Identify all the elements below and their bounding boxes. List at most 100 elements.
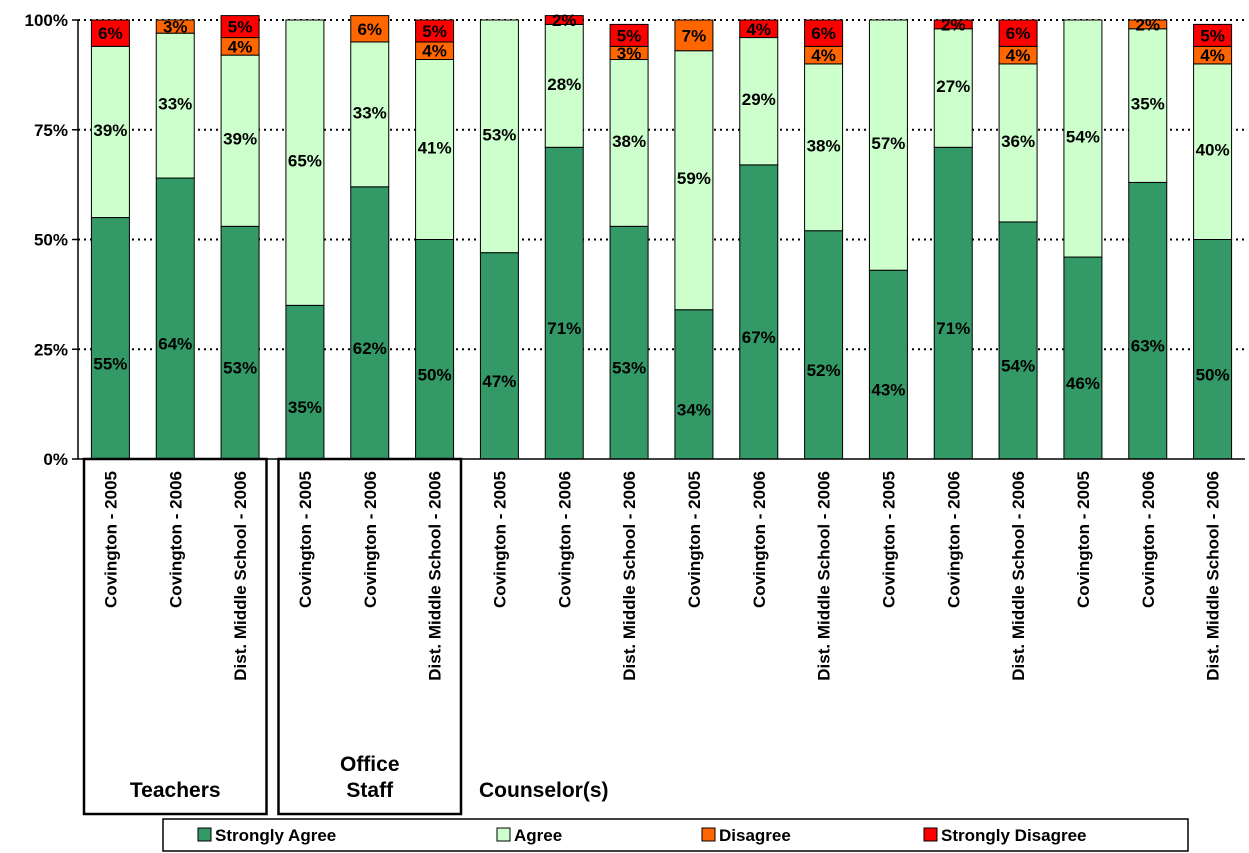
data-label: 28% xyxy=(547,75,581,94)
data-label: 52% xyxy=(807,361,841,380)
bar-strongly-disagree xyxy=(933,19,973,30)
data-label: 29% xyxy=(742,90,776,109)
bar-agree xyxy=(155,32,195,179)
data-label: 35% xyxy=(288,398,322,417)
bar-strongly-agree xyxy=(285,304,325,460)
bar-agree xyxy=(609,59,649,227)
gridlines xyxy=(78,19,1245,351)
bar-agree xyxy=(739,37,779,166)
data-label: 6% xyxy=(98,24,123,43)
bar-strongly-agree xyxy=(1063,256,1103,460)
bar-series xyxy=(90,15,1233,460)
data-label: 57% xyxy=(871,134,905,153)
bar-strongly-disagree xyxy=(90,19,130,47)
category-labels: Covington - 2005 Covington - 2006 Dist. Mi… xyxy=(101,471,1222,681)
category-label: Covington - 2006 xyxy=(555,471,574,608)
data-label: 50% xyxy=(1196,365,1230,384)
data-label: 5% xyxy=(617,26,642,45)
group-label: Teachers xyxy=(130,779,221,802)
bar-strongly-agree xyxy=(1193,239,1233,460)
legend-label: Disagree xyxy=(719,826,791,845)
data-label: 2% xyxy=(1135,15,1160,34)
group-labels: Teachers Office Staff Counselor(s) xyxy=(82,457,609,816)
bar-strongly-agree xyxy=(479,252,519,460)
y-tick-label: 50% xyxy=(34,231,68,250)
data-label: 35% xyxy=(1131,95,1165,114)
y-tick-label: 0% xyxy=(43,450,68,469)
category-label: Covington - 2005 xyxy=(879,471,898,608)
legend-swatch xyxy=(701,827,716,842)
data-label: 71% xyxy=(547,319,581,338)
bar-strongly-disagree xyxy=(739,19,779,39)
bar-agree xyxy=(1063,19,1103,258)
bar-strongly-agree xyxy=(155,177,195,460)
data-label: 36% xyxy=(1001,132,1035,151)
bar-strongly-disagree xyxy=(1193,23,1233,47)
legend-label: Strongly Agree xyxy=(215,826,336,845)
category-label: Dist. Middle School - 2006 xyxy=(231,471,250,681)
bar-strongly-agree xyxy=(90,217,130,460)
group-label: Counselor(s) xyxy=(479,779,609,802)
y-tick-label: 25% xyxy=(34,340,68,359)
data-label: 2% xyxy=(941,15,966,34)
category-label: Covington - 2006 xyxy=(1139,471,1158,608)
group-box xyxy=(277,457,463,816)
category-label: Covington - 2005 xyxy=(685,471,704,608)
bar-disagree xyxy=(1128,19,1168,30)
legend-swatch xyxy=(923,827,938,842)
category-label: Dist. Middle School - 2006 xyxy=(815,471,834,681)
y-tick-labels: 0% 25% 50% 75% 100% xyxy=(25,11,68,469)
data-label: 5% xyxy=(228,18,253,37)
category-label: Covington - 2005 xyxy=(296,471,315,608)
group-box xyxy=(82,457,268,816)
group-label: Office xyxy=(340,753,400,776)
data-label: 55% xyxy=(93,354,127,373)
data-label: 2% xyxy=(552,11,577,30)
data-label: 59% xyxy=(677,169,711,188)
bar-strongly-disagree xyxy=(998,19,1038,47)
data-label: 27% xyxy=(936,77,970,96)
bar-agree xyxy=(1193,63,1233,241)
data-label: 6% xyxy=(811,24,836,43)
bar-strongly-agree xyxy=(674,309,714,460)
bar-strongly-agree xyxy=(220,225,260,460)
data-label: 53% xyxy=(482,125,516,144)
data-label: 54% xyxy=(1001,356,1035,375)
data-label: 6% xyxy=(357,20,382,39)
y-tick-label: 75% xyxy=(34,121,68,140)
category-label: Dist. Middle School - 2006 xyxy=(426,471,445,681)
bar-strongly-agree xyxy=(804,230,844,460)
bar-agree xyxy=(998,63,1038,223)
data-label: 53% xyxy=(612,359,646,378)
bar-agree xyxy=(285,19,325,306)
data-label: 46% xyxy=(1066,374,1100,393)
data-label: 64% xyxy=(158,335,192,354)
data-label: 4% xyxy=(228,37,253,56)
data-label: 38% xyxy=(612,132,646,151)
bar-strongly-disagree xyxy=(415,19,455,43)
data-label: 6% xyxy=(1006,24,1031,43)
bar-strongly-agree xyxy=(933,146,973,460)
category-label: Covington - 2006 xyxy=(361,471,380,608)
data-label: 3% xyxy=(617,44,642,63)
bar-strongly-disagree xyxy=(804,19,844,47)
bar-strongly-agree xyxy=(868,269,908,460)
bar-agree xyxy=(804,63,844,232)
data-label: 4% xyxy=(811,46,836,65)
data-label: 34% xyxy=(677,400,711,419)
category-label: Dist. Middle School - 2006 xyxy=(1009,471,1028,681)
bar-disagree xyxy=(674,19,714,52)
axes xyxy=(72,19,1245,460)
data-label: 5% xyxy=(1200,26,1225,45)
data-label: 41% xyxy=(418,139,452,158)
data-label: 4% xyxy=(1200,46,1225,65)
data-label: 50% xyxy=(418,365,452,384)
y-tick-label: 100% xyxy=(25,11,68,30)
data-label: 4% xyxy=(422,42,447,61)
data-label: 3% xyxy=(163,18,188,37)
data-label: 7% xyxy=(682,26,707,45)
data-label: 43% xyxy=(871,381,905,400)
bar-strongly-disagree xyxy=(544,15,584,25)
category-label: Dist. Middle School - 2006 xyxy=(620,471,639,681)
